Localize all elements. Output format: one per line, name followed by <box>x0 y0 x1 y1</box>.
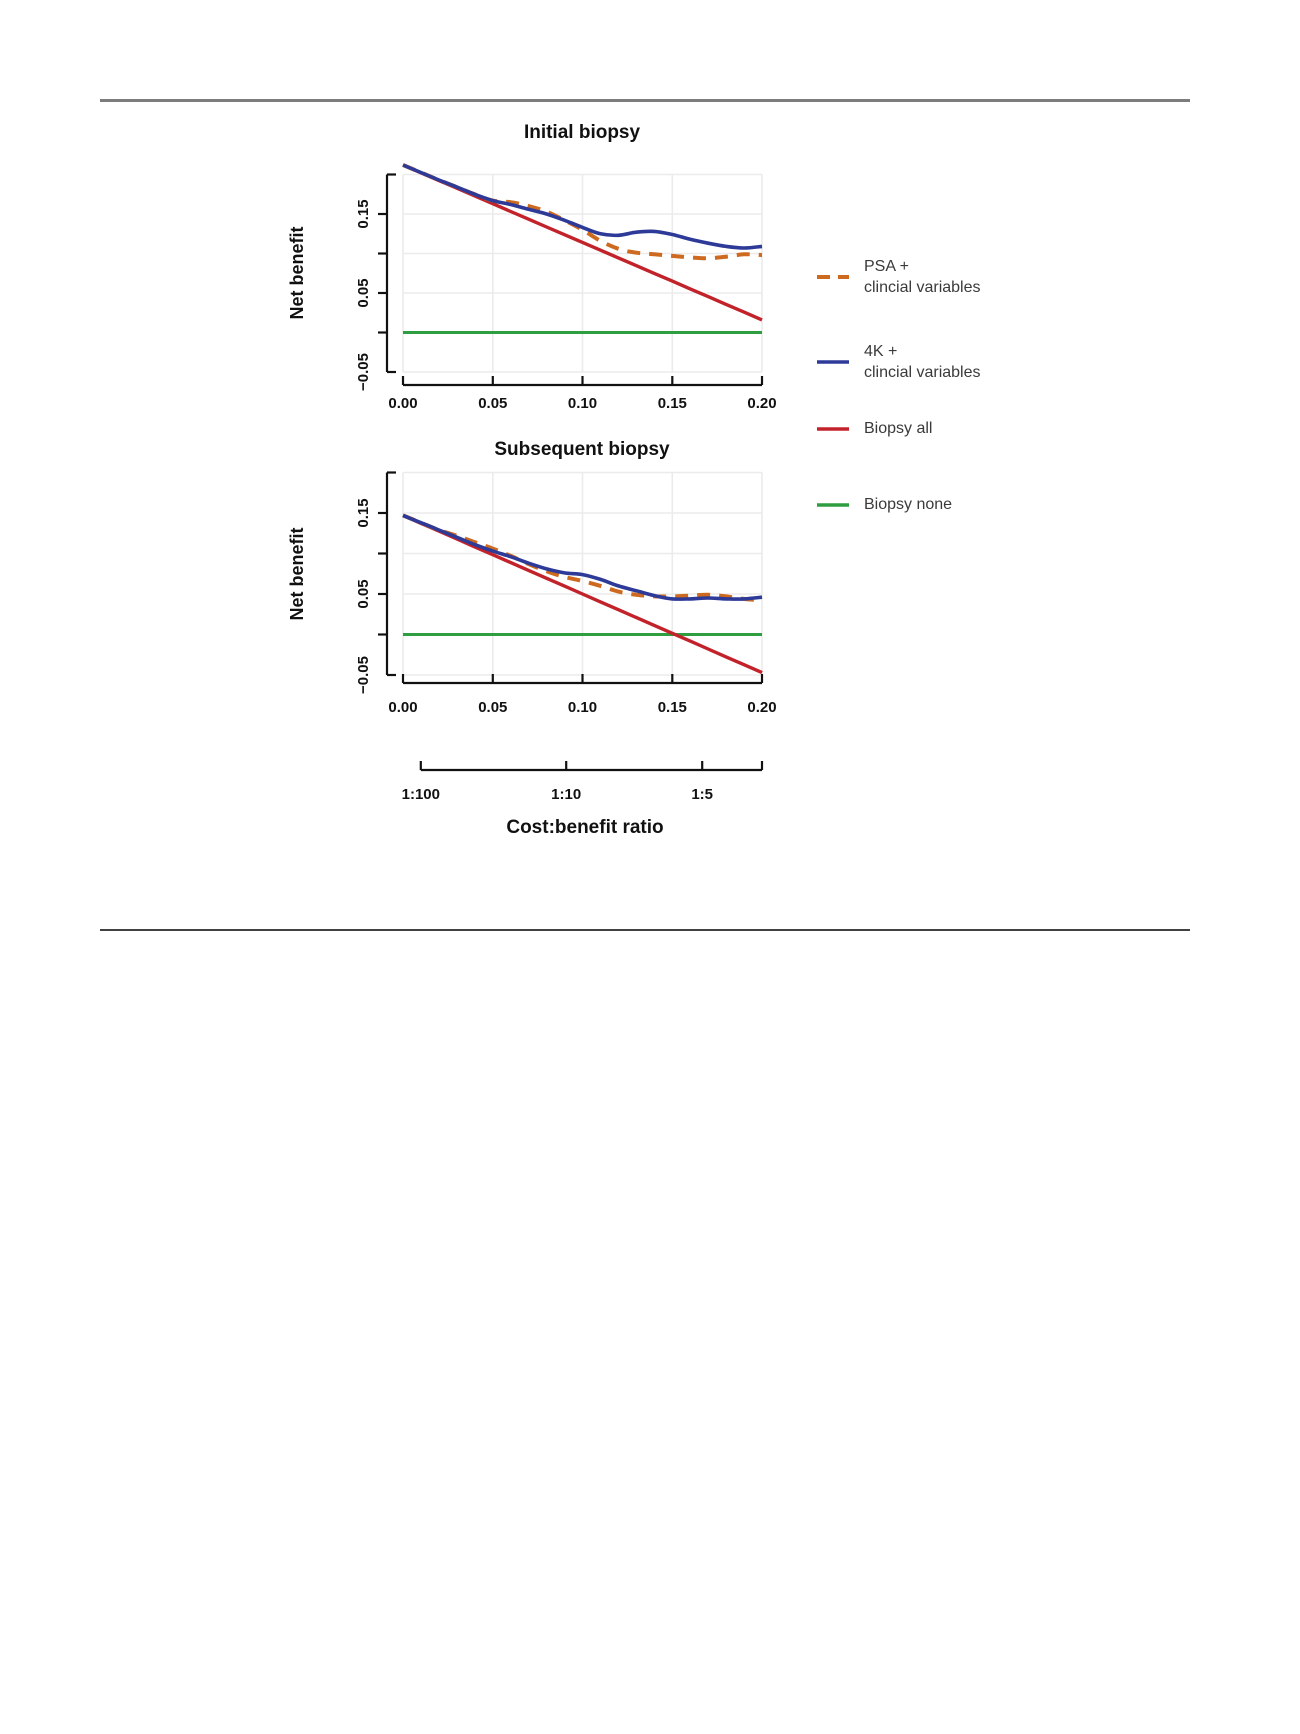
legend-item-psa: PSA + clincial variables <box>816 256 981 298</box>
curve-psa <box>402 163 763 261</box>
x-tick-label: 0.00 <box>388 395 417 412</box>
legend-label-line1: Biopsy none <box>864 496 953 513</box>
gridlines <box>402 173 763 373</box>
decision-curve-figure: Initial biopsy Net benefit 0.15 0.05 −0.05… <box>287 122 777 838</box>
y-tick-label: 0.15 <box>355 498 372 527</box>
legend-label-line1: Biopsy all <box>864 420 933 437</box>
curve-4k <box>402 163 763 250</box>
legend-label-line1: 4K + <box>864 343 898 360</box>
top-horizontal-rule <box>100 99 1190 102</box>
legend-label-line2: clincial variables <box>864 364 981 381</box>
panel2-title: Subsequent biopsy <box>494 439 670 460</box>
legend-label-line2: clincial variables <box>864 279 981 296</box>
biopsy-all-line-sample <box>817 426 849 431</box>
cost-tick-label: 1:5 <box>691 786 713 803</box>
cost-tick-label: 1:10 <box>551 786 581 803</box>
y-tick-label: −0.05 <box>355 656 372 694</box>
x-tick-label: 0.10 <box>568 699 597 716</box>
y-tick-label: 0.15 <box>355 199 372 228</box>
legend-item-biopsy-all: Biopsy all <box>816 418 932 439</box>
panel1-plot: 0.15 0.05 −0.05 0.00 0.05 0.10 0.15 0.20 <box>355 163 777 412</box>
x-tick-label: 0.20 <box>747 699 776 716</box>
cost-axis-line <box>419 761 764 772</box>
bottom-horizontal-rule <box>100 929 1190 931</box>
x-tick-label: 0.15 <box>658 395 687 412</box>
curve-4k <box>402 513 763 601</box>
y-axis <box>378 173 396 374</box>
y-tick-label: 0.05 <box>355 579 372 608</box>
fourk-line-sample <box>817 360 849 364</box>
legend-label-line1: PSA + <box>864 258 909 275</box>
panel1-title: Initial biopsy <box>524 122 641 143</box>
panel2-plot: 0.15 0.05 −0.05 0.00 0.05 0.10 0.15 0.20 <box>355 471 777 716</box>
curve-psa <box>402 513 763 603</box>
y-tick-label: 0.05 <box>355 278 372 307</box>
legend-item-4k: 4K + clincial variables <box>816 341 981 383</box>
x-tick-label: 0.05 <box>478 699 507 716</box>
legend-item-biopsy-none: Biopsy none <box>816 494 952 515</box>
psa-dashed-line-sample <box>817 275 849 279</box>
y-tick-label: −0.05 <box>355 353 372 391</box>
x-tick-label: 0.00 <box>388 699 417 716</box>
x-tick-label: 0.05 <box>478 395 507 412</box>
cost-benefit-axis: 1:100 1:10 1:5 <box>402 761 764 803</box>
x-tick-label: 0.10 <box>568 395 597 412</box>
cost-tick-label: 1:100 <box>402 786 440 803</box>
x-axis <box>401 674 764 685</box>
biopsy-none-line-sample <box>817 502 849 507</box>
panel1-y-axis-label: Net benefit <box>287 226 307 319</box>
panel2-y-axis-label: Net benefit <box>287 527 307 620</box>
x-tick-label: 0.20 <box>747 395 776 412</box>
cost-axis-title: Cost:benefit ratio <box>506 817 663 838</box>
x-tick-label: 0.15 <box>658 699 687 716</box>
x-axis <box>401 376 764 387</box>
y-axis <box>378 471 396 677</box>
